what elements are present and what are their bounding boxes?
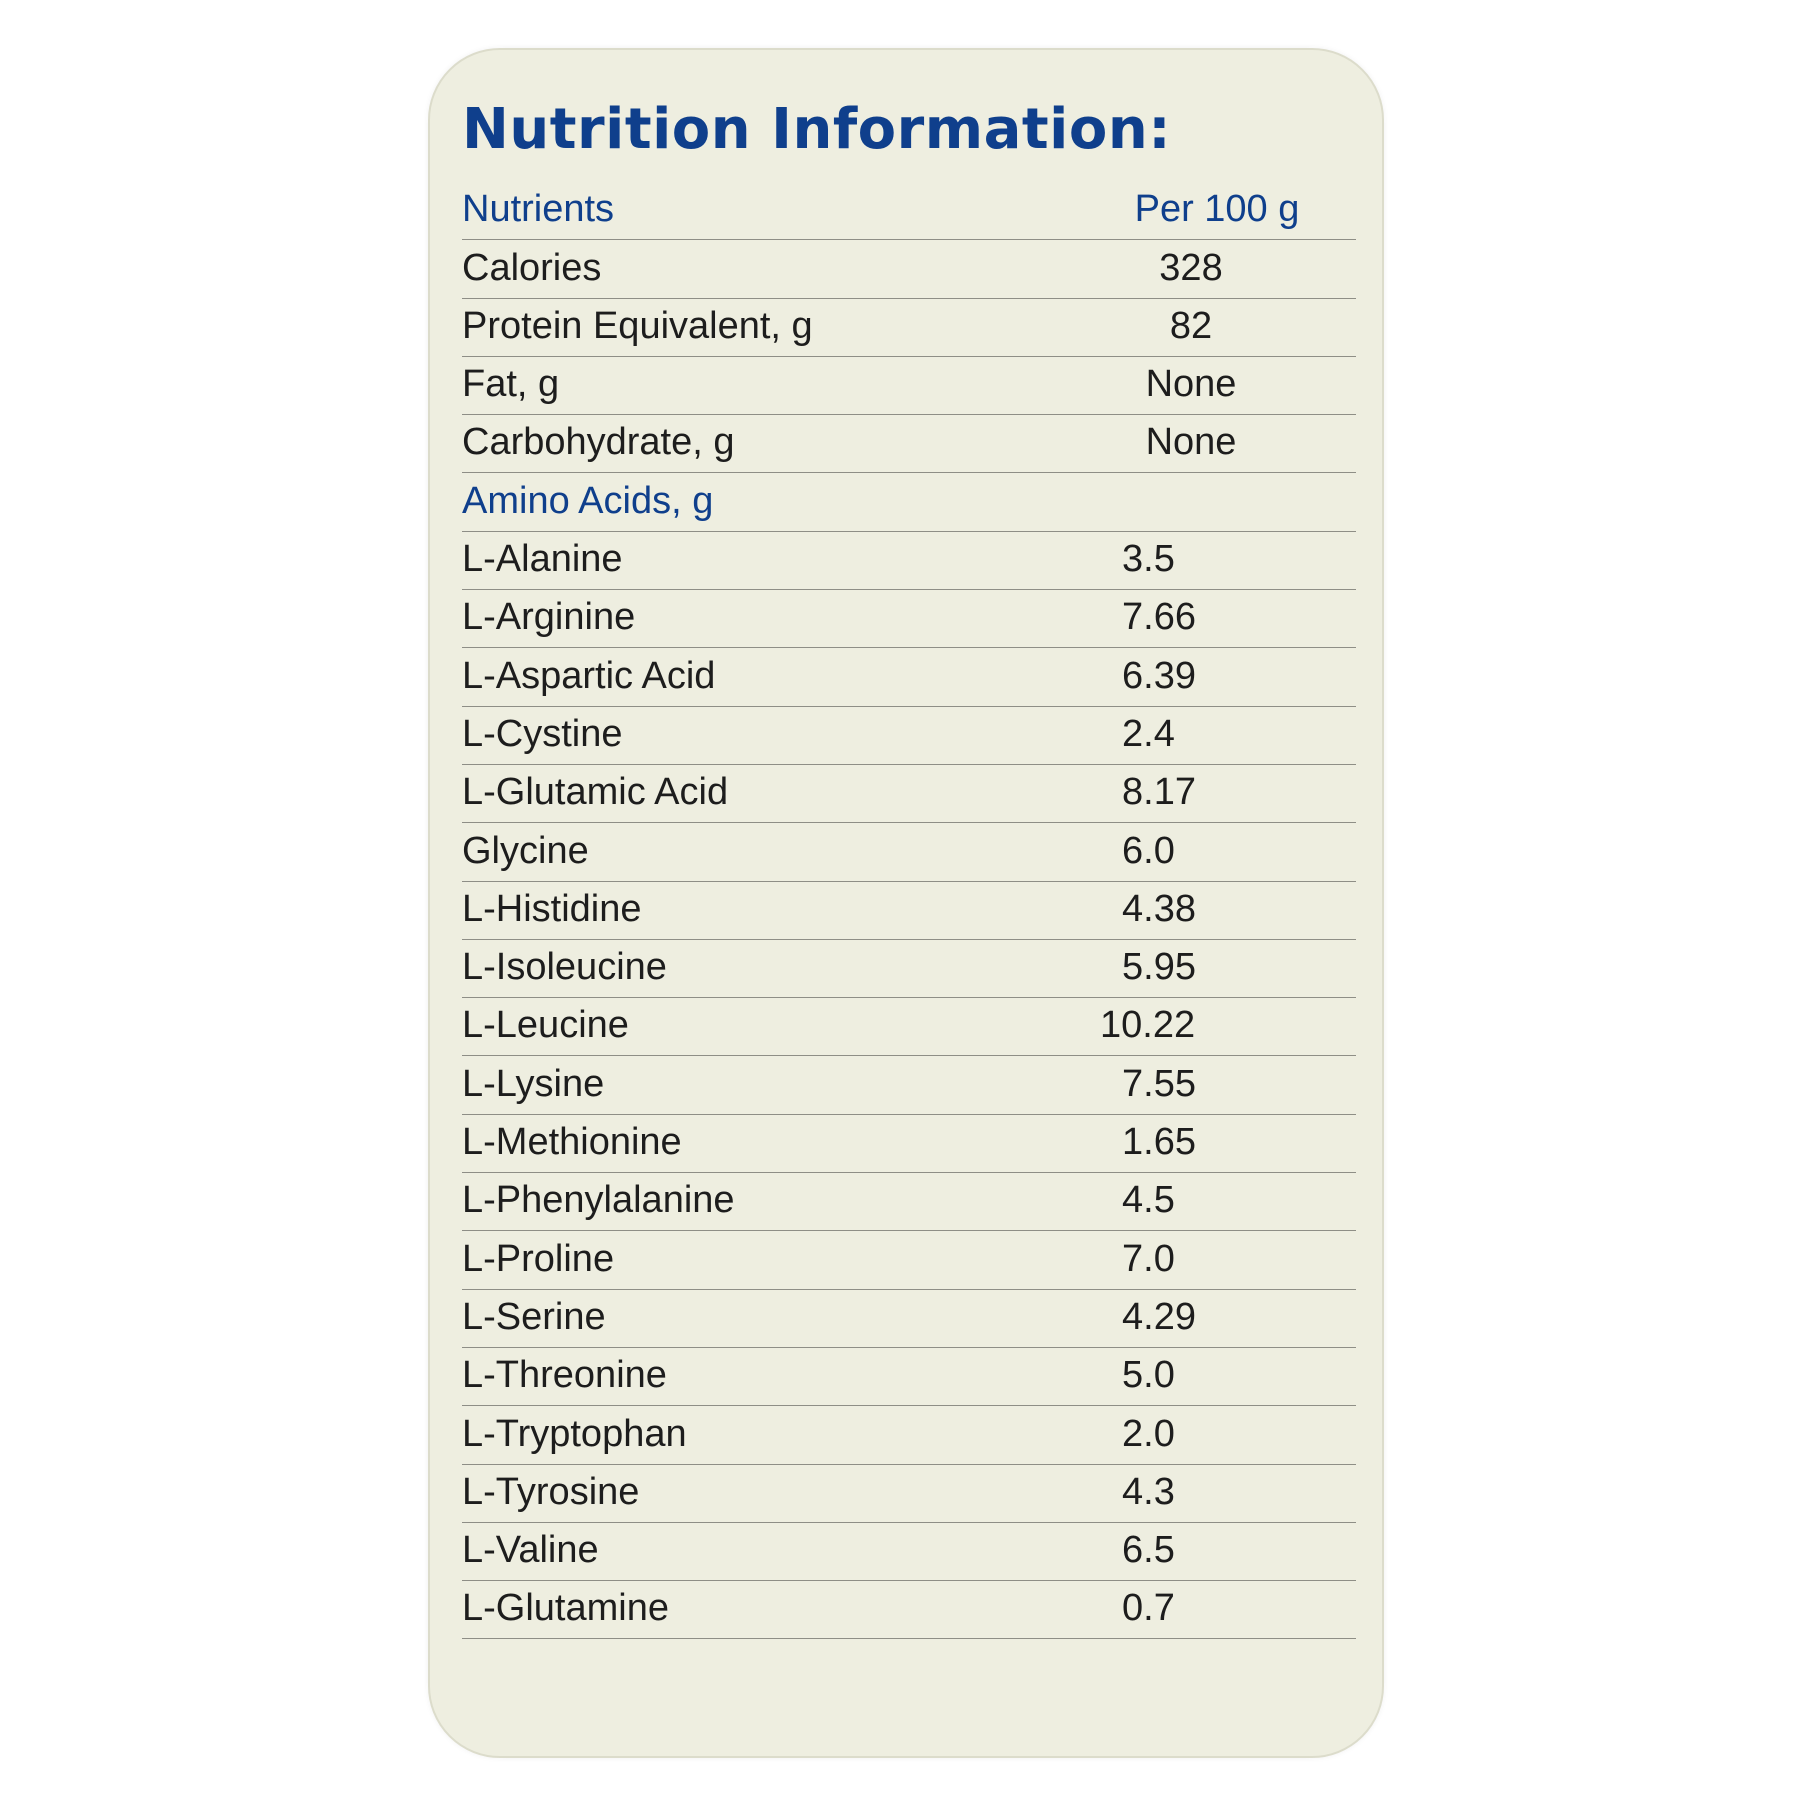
- table-row: L-Glutamic Acid 8.17: [462, 765, 1356, 824]
- table-row: L-Histidine 4.38: [462, 882, 1356, 940]
- nutrient-value: None: [1145, 421, 1237, 464]
- nutrition-table: Nutrients Per 100 g Calories 328 Protein…: [462, 182, 1356, 1640]
- amino-acid-value: 4.5: [1122, 1179, 1175, 1222]
- table-row: L-Valine 6.5: [462, 1523, 1356, 1582]
- table-row: L-Serine 4.29: [462, 1290, 1356, 1348]
- amino-acid-value: 6.5: [1122, 1529, 1175, 1572]
- amino-acid-value: 2.4: [1122, 712, 1175, 755]
- amino-acid-name: L-Proline: [462, 1237, 615, 1280]
- amino-acid-name: L-Tryptophan: [462, 1412, 687, 1455]
- nutrient-value: 328: [1159, 246, 1223, 289]
- amino-acids-section-row: Amino Acids, g: [462, 473, 1356, 532]
- nutrient-name: Calories: [462, 246, 602, 289]
- amino-acid-name: L-Glutamic Acid: [462, 771, 729, 814]
- nutrient-value: None: [1145, 363, 1237, 406]
- amino-acid-value: 6.0: [1122, 829, 1175, 872]
- nutrition-label-card: [428, 48, 1384, 1758]
- amino-acid-name: L-Cystine: [462, 712, 623, 755]
- header-nutrients: Nutrients: [462, 188, 615, 231]
- header-per-100g: Per 100 g: [1134, 188, 1300, 231]
- amino-acid-value: 7.0: [1122, 1237, 1175, 1280]
- nutrient-name: Fat, g: [462, 363, 560, 406]
- amino-acid-name: L-Methionine: [462, 1121, 682, 1164]
- amino-acid-name: L-Leucine: [462, 1004, 629, 1047]
- table-row: Calories 328: [462, 240, 1356, 299]
- table-row: L-Tryptophan 2.0: [462, 1406, 1356, 1465]
- amino-acid-value: 0.7: [1122, 1587, 1175, 1630]
- section-title: Amino Acids, g: [462, 479, 714, 522]
- amino-acid-value: 4.3: [1122, 1470, 1175, 1513]
- amino-acid-value: 1.65: [1122, 1121, 1196, 1164]
- amino-acid-name: L-Arginine: [462, 596, 636, 639]
- amino-acid-value: 10.22: [1100, 1004, 1196, 1047]
- amino-acid-name: L-Aspartic Acid: [462, 654, 716, 697]
- table-row: L-Glutamine 0.7: [462, 1581, 1356, 1640]
- amino-acid-value: 4.38: [1122, 887, 1196, 930]
- amino-acid-value: 3.5: [1122, 538, 1175, 581]
- table-header-row: Nutrients Per 100 g: [462, 182, 1356, 241]
- amino-acid-value: 6.39: [1122, 654, 1196, 697]
- amino-acid-value: 5.95: [1122, 946, 1196, 989]
- amino-acid-name: L-Lysine: [462, 1062, 605, 1105]
- table-row: Fat, g None: [462, 357, 1356, 416]
- amino-acid-name: L-Glutamine: [462, 1587, 669, 1630]
- table-row: Glycine 6.0: [462, 823, 1356, 882]
- table-row: L-Proline 7.0: [462, 1231, 1356, 1290]
- table-row: L-Methionine 1.65: [462, 1115, 1356, 1174]
- amino-acid-value: 7.55: [1122, 1062, 1196, 1105]
- amino-acid-name: L-Tyrosine: [462, 1470, 640, 1513]
- table-row: L-Phenylalanine 4.5: [462, 1173, 1356, 1232]
- amino-acid-name: L-Histidine: [462, 887, 642, 930]
- amino-acid-name: L-Alanine: [462, 538, 623, 581]
- amino-acid-name: Glycine: [462, 829, 589, 872]
- amino-acid-value: 2.0: [1122, 1412, 1175, 1455]
- table-row: L-Isoleucine 5.95: [462, 940, 1356, 999]
- amino-acid-value: 5.0: [1122, 1354, 1175, 1397]
- table-row: L-Alanine 3.5: [462, 532, 1356, 591]
- amino-acid-value: 7.66: [1122, 596, 1196, 639]
- table-row: L-Tyrosine 4.3: [462, 1465, 1356, 1523]
- table-row: L-Lysine 7.55: [462, 1056, 1356, 1115]
- amino-acid-value: 4.29: [1122, 1295, 1196, 1338]
- table-row: Carbohydrate, g None: [462, 415, 1356, 474]
- nutrient-name: Protein Equivalent, g: [462, 304, 813, 347]
- nutrient-name: Carbohydrate, g: [462, 421, 735, 464]
- table-row: L-Arginine 7.66: [462, 590, 1356, 649]
- amino-acid-value: 8.17: [1122, 771, 1196, 814]
- table-row: L-Aspartic Acid 6.39: [462, 648, 1356, 707]
- table-row: L-Leucine 10.22: [462, 998, 1356, 1057]
- amino-acid-name: L-Threonine: [462, 1354, 667, 1397]
- nutrient-value: 82: [1169, 304, 1213, 347]
- amino-acid-name: L-Isoleucine: [462, 946, 667, 989]
- amino-acid-name: L-Serine: [462, 1295, 606, 1338]
- table-row: L-Cystine 2.4: [462, 707, 1356, 765]
- amino-acid-name: L-Valine: [462, 1529, 599, 1572]
- label-title: Nutrition Information:: [462, 97, 1172, 162]
- table-row: L-Threonine 5.0: [462, 1348, 1356, 1407]
- table-row: Protein Equivalent, g 82: [462, 299, 1356, 357]
- amino-acid-name: L-Phenylalanine: [462, 1179, 735, 1222]
